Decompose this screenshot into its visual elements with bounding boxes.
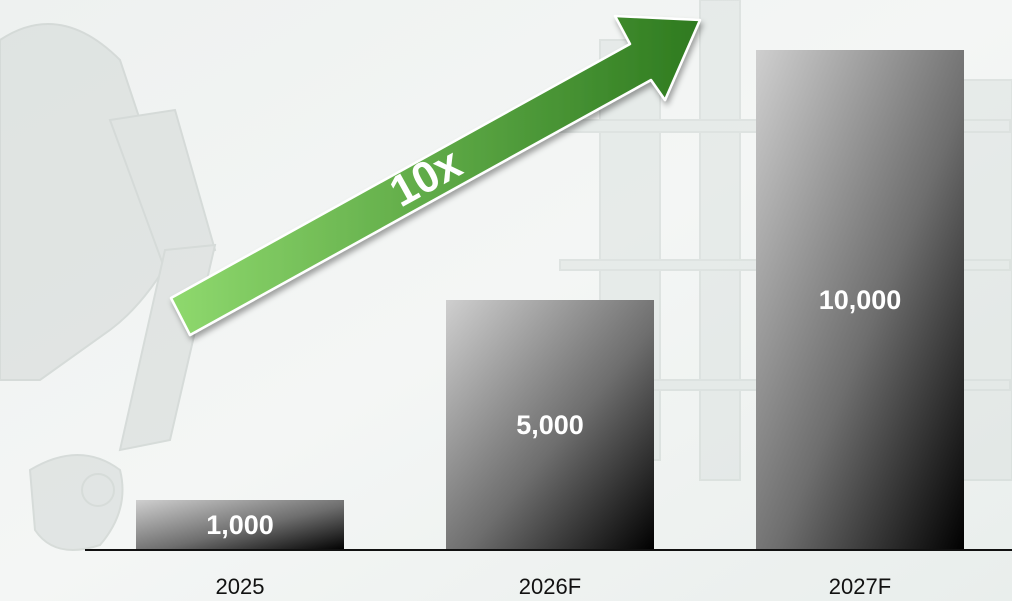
x-tick-label: 2026F — [519, 574, 581, 599]
bar-2027F — [756, 50, 964, 550]
bar-value-label: 10,000 — [819, 285, 902, 315]
bar-2026F — [446, 300, 654, 550]
bar-2025 — [136, 500, 344, 550]
growth-arrow — [169, 14, 702, 337]
x-tick-label: 2027F — [829, 574, 891, 599]
x-tick-label: 2025 — [216, 574, 265, 599]
bar-value-label: 1,000 — [206, 510, 274, 540]
bar-value-label: 5,000 — [516, 410, 584, 440]
